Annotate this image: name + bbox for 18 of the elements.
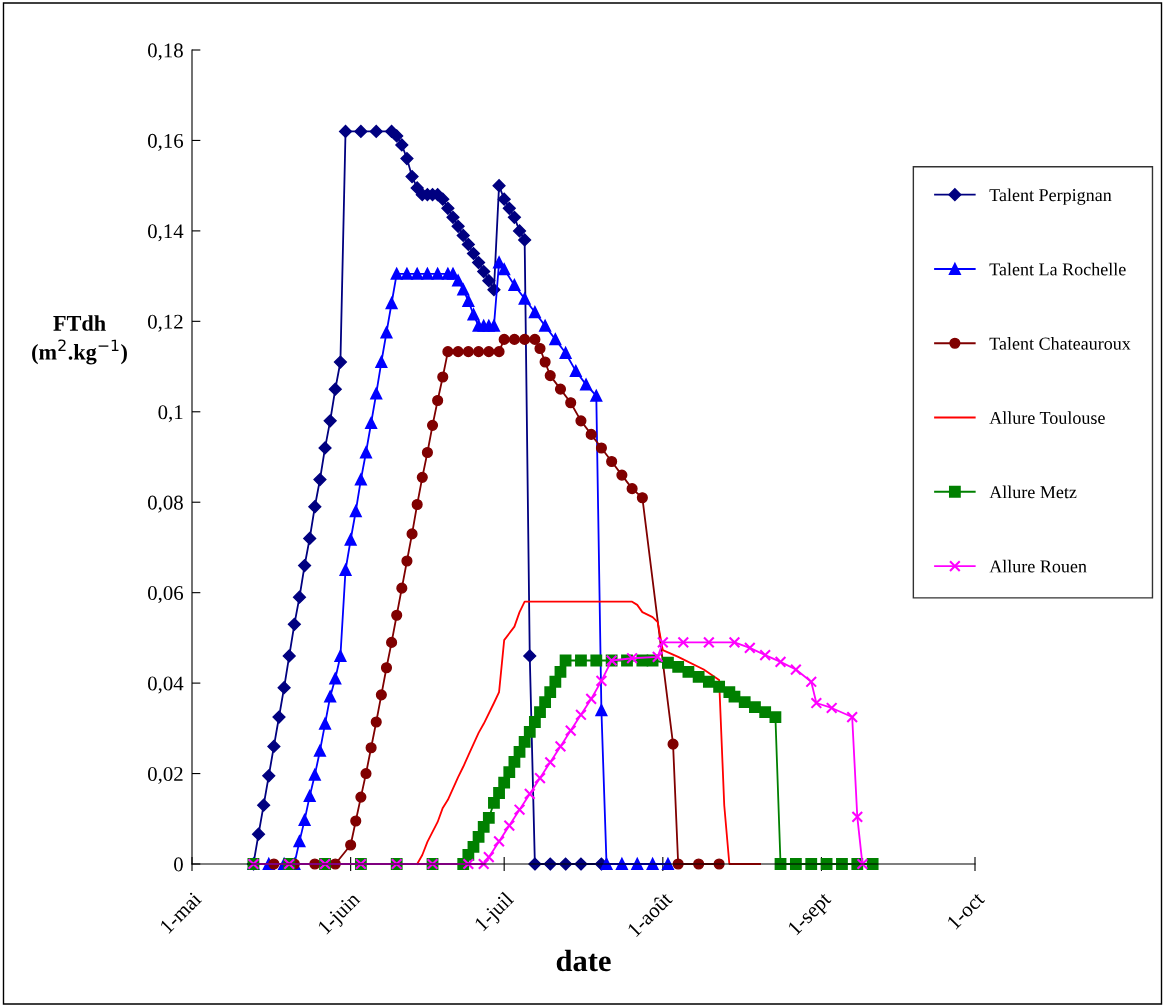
y-tick-label: 0,14 [148,224,184,242]
y-tick-label: 0,08 [148,495,183,513]
y-tick-label: 0,1 [158,405,183,423]
y-tick-label: 0,12 [148,314,183,332]
y-tick-label: 0,02 [148,766,183,784]
x-axis-title: date [556,949,611,972]
y-tick-label: 0,16 [148,133,184,151]
y-tick-label: 0,04 [148,676,184,694]
legend-label: Talent Perpignan [989,188,1112,205]
legend-label: Talent Chateauroux [989,337,1131,350]
y-tick-label: 0,18 [148,43,183,61]
legend-label: Allure Rouen [989,559,1087,573]
legend-label: Allure Metz [989,485,1077,499]
legend-label: Allure Toulouse [989,411,1105,425]
y-tick-label: 0,06 [148,586,184,604]
y-axis-title: FTdh (m$^{2}$.kg$^{−1}$) [32,315,127,365]
legend-label: Talent La Rochelle [989,262,1126,276]
y-tick-label: 0 [174,857,183,872]
